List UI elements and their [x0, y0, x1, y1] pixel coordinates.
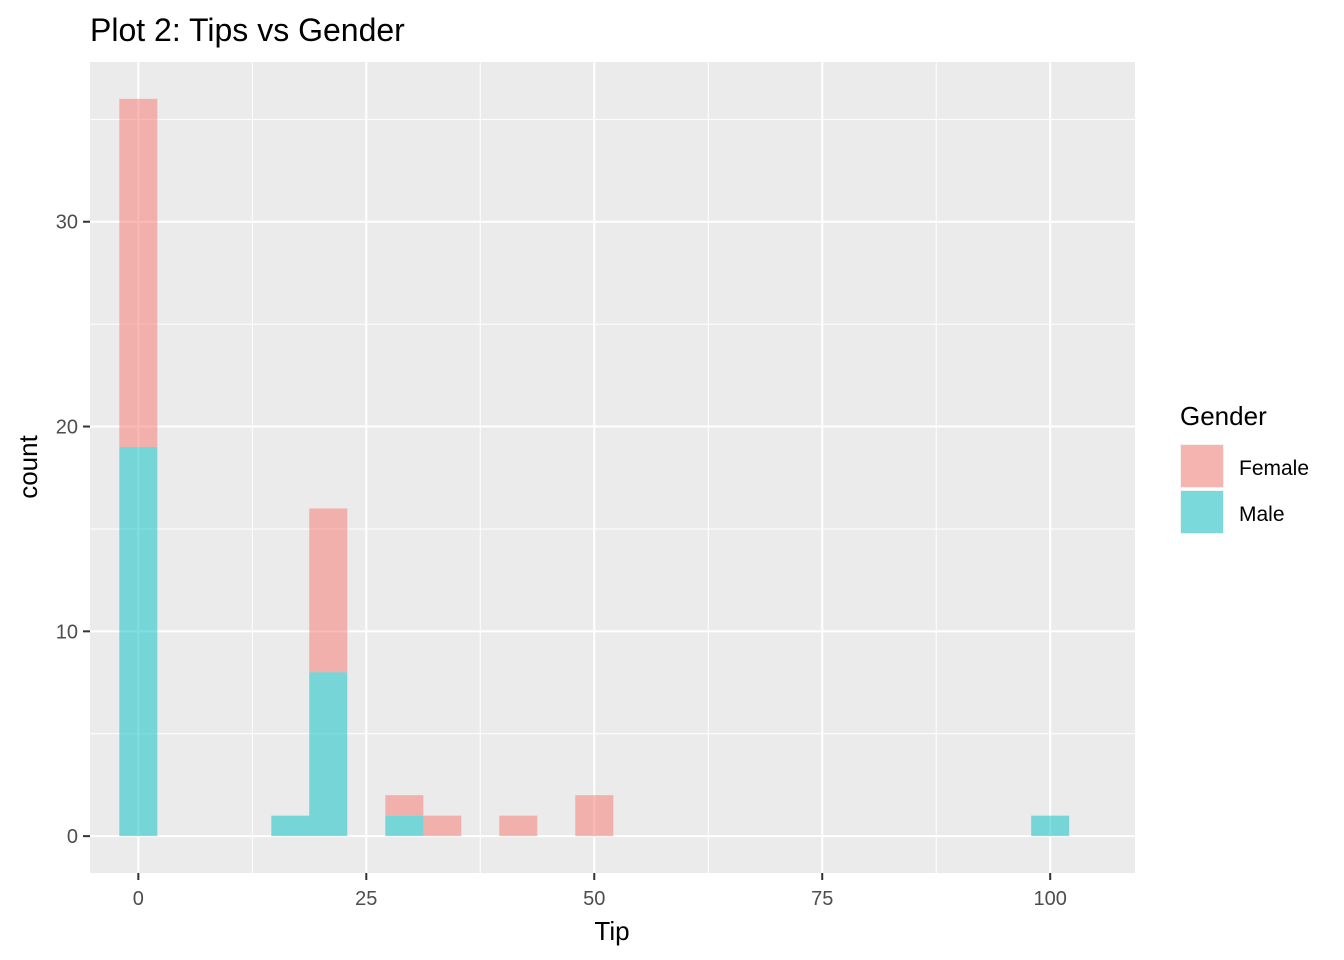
legend-label-female: Female	[1239, 457, 1309, 480]
legend-entries: Female Male	[1180, 444, 1309, 534]
bar-male-29.17	[385, 815, 424, 837]
legend: Gender Female Male	[1180, 401, 1309, 534]
bar-female-33.33	[423, 815, 462, 837]
y-axis: 0 10 20 30	[56, 212, 90, 848]
y-tick-label: 20	[56, 417, 78, 439]
bar-female-41.67	[499, 815, 538, 837]
bar-male-20.83	[309, 672, 348, 837]
y-tick-label: 30	[56, 212, 78, 234]
bar-male-0	[119, 447, 158, 837]
bar-male-16.67	[271, 815, 310, 837]
minor-gridlines	[90, 62, 1135, 873]
legend-swatch-female	[1181, 445, 1223, 487]
bar-female-0	[119, 98, 158, 448]
bar-female-50	[575, 795, 614, 837]
legend-title: Gender	[1180, 401, 1267, 431]
bar-female-29.17	[385, 795, 424, 816]
legend-label-male: Male	[1239, 503, 1285, 526]
x-axis: 0 25 50 75 100	[133, 873, 1067, 910]
chart-title: Plot 2: Tips vs Gender	[90, 12, 405, 48]
histogram-bars	[119, 98, 1070, 837]
plot-panel	[90, 62, 1135, 873]
legend-swatch-male	[1181, 491, 1223, 533]
y-tick-label: 10	[56, 621, 78, 643]
x-tick-label: 50	[583, 888, 605, 910]
x-tick-label: 25	[355, 888, 377, 910]
y-axis-title: count	[13, 434, 43, 498]
x-tick-label: 100	[1034, 888, 1067, 910]
x-tick-label: 75	[811, 888, 833, 910]
x-tick-label: 0	[133, 888, 144, 910]
bar-male-100	[1031, 815, 1070, 837]
x-axis-title: Tip	[594, 916, 629, 946]
bar-female-20.83	[309, 508, 348, 673]
y-tick-label: 0	[67, 826, 78, 848]
